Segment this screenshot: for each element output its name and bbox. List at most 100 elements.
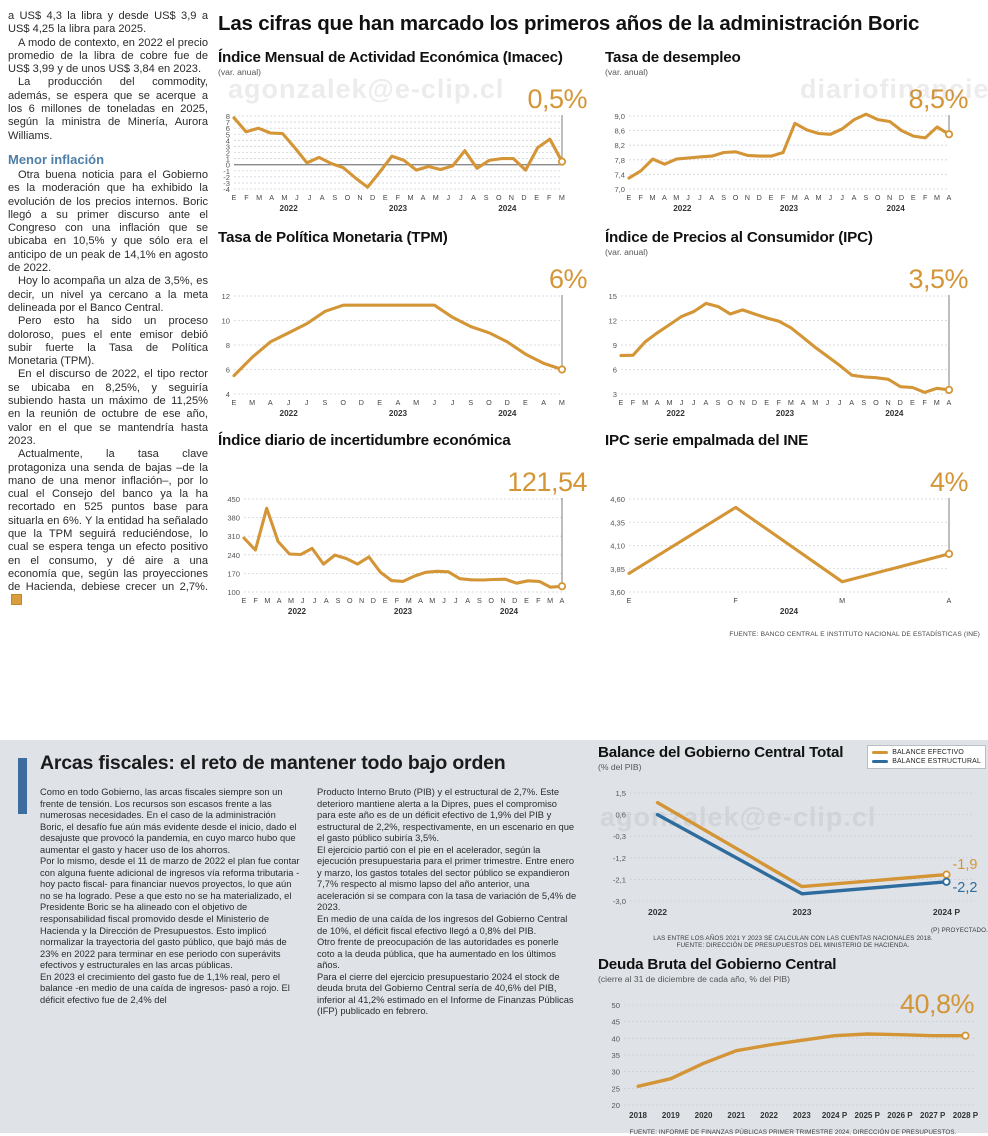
svg-text:8: 8	[226, 112, 230, 121]
svg-text:E: E	[626, 193, 631, 202]
svg-text:6: 6	[226, 366, 230, 375]
svg-text:J: J	[442, 596, 446, 605]
svg-text:D: D	[359, 398, 365, 407]
svg-text:25: 25	[612, 1084, 620, 1093]
svg-text:2021: 2021	[727, 1111, 745, 1120]
svg-text:N: N	[500, 596, 506, 605]
deuda-plot: 50 45 40 35 30 25 20 2018 2019 2020 2021 2022 2023 20…	[598, 989, 988, 1129]
svg-text:A: A	[418, 596, 423, 605]
legend-label: BALANCE ESTRUCTURAL	[892, 758, 981, 765]
svg-text:A: A	[471, 193, 476, 202]
svg-text:3,85: 3,85	[610, 565, 625, 574]
svg-text:E: E	[523, 398, 528, 407]
svg-text:2024: 2024	[887, 204, 906, 213]
svg-text:A: A	[655, 398, 660, 407]
svg-text:S: S	[484, 193, 489, 202]
svg-text:12: 12	[609, 317, 617, 326]
svg-text:A: A	[946, 398, 951, 407]
svg-text:N: N	[357, 193, 363, 202]
svg-text:E: E	[911, 193, 916, 202]
svg-text:O: O	[340, 398, 346, 407]
fiscal-title: Arcas fiscales: el reto de mantener todo…	[40, 752, 506, 774]
svg-text:240: 240	[227, 551, 240, 560]
chart-subtitle-tpm	[218, 247, 599, 257]
svg-text:-0,3: -0,3	[613, 832, 626, 841]
svg-text:6: 6	[226, 124, 230, 133]
svg-text:N: N	[745, 193, 751, 202]
svg-text:2022: 2022	[648, 907, 667, 917]
svg-text:A: A	[946, 193, 951, 202]
svg-text:2024 P: 2024 P	[822, 1111, 848, 1120]
svg-text:J: J	[454, 596, 458, 605]
svg-text:3: 3	[613, 390, 617, 399]
svg-text:D: D	[370, 193, 376, 202]
svg-text:A: A	[849, 398, 854, 407]
svg-text:-1: -1	[223, 167, 230, 176]
svg-text:35: 35	[612, 1051, 620, 1060]
svg-text:S: S	[332, 193, 337, 202]
chart-subtitle-ipc: (var. anual)	[605, 247, 648, 257]
svg-text:45: 45	[612, 1017, 620, 1026]
svg-text:J: J	[447, 193, 451, 202]
svg-text:E: E	[534, 193, 539, 202]
chart-plot-incertidumbre: 450 380 310 240 170 100 E F M A M J J A S O N D E F M A M J J A S O…	[218, 465, 599, 620]
article-paragraph-last: Actualmente, la tasa clave protagoniza u…	[8, 448, 208, 609]
svg-text:J: J	[451, 398, 455, 407]
chart-card-incertidumbre: Índice diario de incertidumbre económica…	[218, 432, 599, 620]
svg-text:J: J	[838, 398, 842, 407]
svg-text:M: M	[288, 596, 294, 605]
svg-text:12: 12	[222, 292, 230, 301]
svg-text:2023: 2023	[389, 409, 408, 418]
fiscal-paragraph: Por lo mismo, desde el 11 de marzo de 20…	[40, 856, 300, 971]
svg-text:F: F	[631, 398, 636, 407]
svg-text:F: F	[923, 193, 928, 202]
svg-text:-3,0: -3,0	[613, 897, 626, 906]
chart-plot-ipc: 15 12 9 6 3 E F M A M J J A S O N D E F M A M J J A S O N D E F M A 2022 2…	[605, 262, 980, 422]
balance-note-1: (P) PROYECTADO.	[930, 927, 988, 934]
svg-text:E: E	[769, 193, 774, 202]
svg-text:2026 P: 2026 P	[887, 1111, 913, 1120]
svg-text:7,4: 7,4	[614, 170, 625, 179]
svg-text:0,6: 0,6	[615, 811, 626, 820]
svg-text:2022: 2022	[667, 409, 686, 418]
svg-text:A: A	[395, 398, 400, 407]
svg-text:-2: -2	[223, 173, 230, 182]
article-subheading: Menor inflación	[8, 151, 105, 167]
svg-text:A: A	[801, 398, 806, 407]
svg-text:F: F	[922, 398, 927, 407]
svg-text:2018: 2018	[629, 1111, 647, 1120]
svg-text:E: E	[231, 193, 236, 202]
svg-text:M: M	[815, 193, 821, 202]
svg-text:4,60: 4,60	[610, 495, 625, 504]
svg-text:9,0: 9,0	[614, 112, 625, 121]
svg-text:A: A	[804, 193, 809, 202]
svg-text:2025 P: 2025 P	[855, 1111, 881, 1120]
svg-text:4,35: 4,35	[610, 518, 625, 527]
fiscal-column-1: Como en todo Gobierno, las arcas fiscale…	[40, 787, 301, 1018]
svg-text:O: O	[733, 193, 739, 202]
chart-title-balance: Balance del Gobierno Central Total	[598, 744, 844, 761]
svg-text:N: N	[887, 193, 893, 202]
legend-item: BALANCE ESTRUCTURAL	[872, 757, 981, 766]
svg-text:E: E	[524, 596, 529, 605]
svg-text:-2,1: -2,1	[613, 875, 626, 884]
svg-text:2022: 2022	[288, 607, 307, 616]
chart-card-ipc: Índice de Precios al Consumidor (IPC) (va…	[599, 229, 980, 422]
article-paragraph: A modo de contexto, en 2022 el precio pr…	[8, 36, 208, 76]
svg-text:M: M	[413, 398, 419, 407]
svg-text:M: M	[281, 193, 287, 202]
fiscal-paragraph: El ejercicio partió con el pie en el ace…	[317, 844, 577, 913]
chart-card-tpm: Tasa de Política Monetaria (TPM) 12 10 8 6 4…	[218, 229, 599, 422]
svg-text:J: J	[692, 398, 696, 407]
svg-text:S: S	[861, 398, 866, 407]
svg-text:M: M	[249, 398, 255, 407]
balance-note-3: FUENTE: DIRECCIÓN DE PRESUPUESTOS DEL MI…	[676, 942, 910, 950]
svg-text:M: M	[788, 398, 794, 407]
svg-text:F: F	[253, 596, 258, 605]
svg-text:O: O	[873, 398, 879, 407]
accent-bar	[18, 758, 27, 814]
svg-text:S: S	[336, 596, 341, 605]
svg-text:F: F	[781, 193, 786, 202]
svg-text:M: M	[934, 193, 940, 202]
svg-text:A: A	[946, 596, 951, 605]
